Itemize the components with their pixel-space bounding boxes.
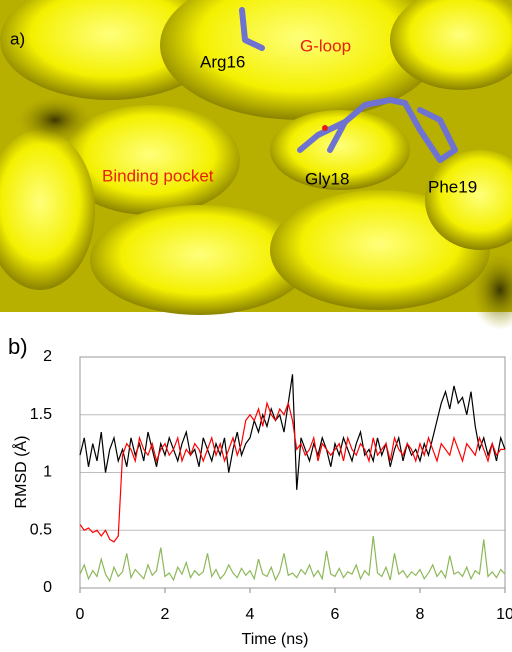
x-tick-label: 10 bbox=[496, 606, 512, 623]
y-tick-label: 1.5 bbox=[30, 406, 52, 423]
panel-label: b) bbox=[8, 334, 28, 359]
annotation: Gly18 bbox=[305, 169, 349, 188]
annotation: Binding pocket bbox=[102, 166, 214, 185]
panel-a-image: a) Arg16 G-loop Gly18 Phe19 Binding pock… bbox=[0, 0, 512, 330]
series-line bbox=[79, 374, 506, 490]
series-line bbox=[79, 400, 505, 543]
annotation: G-loop bbox=[300, 36, 351, 55]
annotation: Arg16 bbox=[200, 52, 245, 71]
x-tick-label: 2 bbox=[161, 606, 170, 623]
plot-frame bbox=[79, 356, 506, 589]
x-tick-label: 0 bbox=[76, 606, 85, 623]
y-axis-label: RMSD (Å) bbox=[11, 436, 30, 509]
x-tick-label: 8 bbox=[416, 606, 425, 623]
y-tick-label: 0.5 bbox=[30, 521, 52, 538]
y-tick-label: 0 bbox=[43, 579, 52, 596]
panel-label: a) bbox=[10, 29, 25, 48]
x-tick-label: 4 bbox=[246, 606, 255, 623]
annotation: Phe19 bbox=[428, 177, 477, 196]
x-axis-label: Time (ns) bbox=[242, 631, 309, 648]
series-line bbox=[79, 535, 506, 583]
y-tick-label: 2 bbox=[43, 348, 52, 365]
y-tick-label: 1 bbox=[43, 464, 52, 481]
x-tick-label: 6 bbox=[331, 606, 340, 623]
